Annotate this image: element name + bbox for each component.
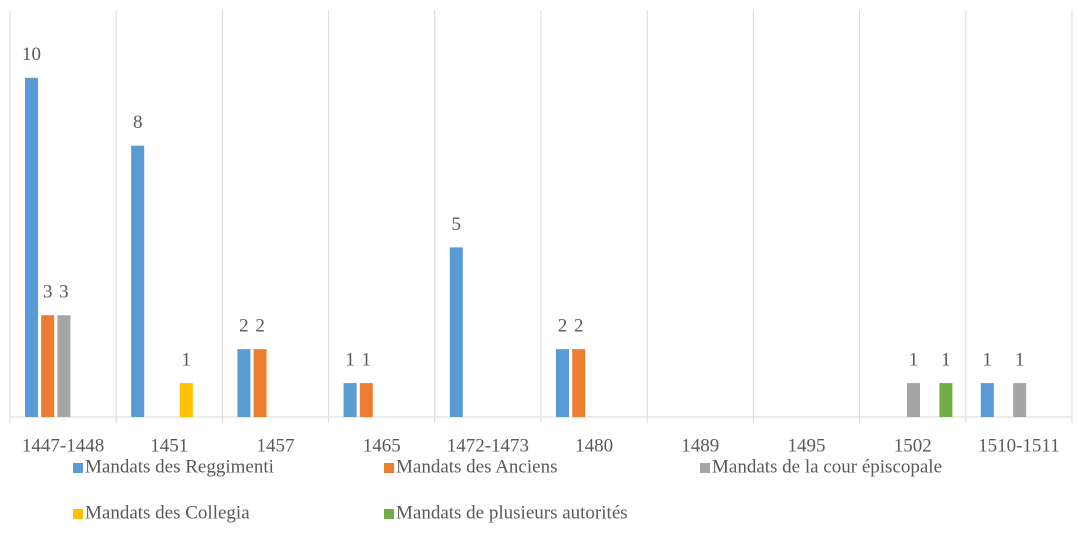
legend-label: Mandats des Reggimenti bbox=[85, 456, 274, 477]
x-tick-label: 1465 bbox=[363, 435, 401, 456]
legend-label: Mandats des Anciens bbox=[396, 456, 557, 477]
bar bbox=[179, 383, 193, 417]
bar bbox=[449, 247, 463, 417]
data-label: 3 bbox=[43, 282, 53, 303]
x-tick-label: 1510-1511 bbox=[978, 435, 1060, 456]
bar bbox=[572, 349, 586, 417]
bar bbox=[556, 349, 569, 417]
data-label: 1 bbox=[345, 349, 355, 370]
data-label: 2 bbox=[574, 316, 584, 337]
x-tick-label: 1457 bbox=[257, 435, 295, 456]
bar bbox=[907, 383, 920, 417]
x-tick-label: 1447-1448 bbox=[22, 435, 104, 456]
bar bbox=[131, 145, 145, 417]
data-label: 1 bbox=[983, 349, 993, 370]
bar bbox=[980, 383, 994, 417]
x-tick-label: 1480 bbox=[575, 435, 613, 456]
bar bbox=[41, 315, 55, 417]
legend-swatch bbox=[700, 463, 710, 473]
bar bbox=[237, 349, 251, 417]
bar bbox=[1013, 383, 1027, 417]
legend-swatch bbox=[73, 463, 83, 473]
legend-label: Mandats de la cour épiscopale bbox=[712, 456, 942, 477]
bar bbox=[939, 383, 953, 417]
x-tick-label: 1502 bbox=[894, 435, 932, 456]
data-label: 2 bbox=[239, 316, 249, 337]
x-tick-label: 1472-1473 bbox=[447, 435, 529, 456]
legend-swatch bbox=[384, 509, 394, 519]
data-label: 1 bbox=[362, 349, 372, 370]
data-label: 1 bbox=[941, 349, 951, 370]
data-label: 1 bbox=[1015, 349, 1025, 370]
bar bbox=[253, 349, 267, 417]
data-label: 10 bbox=[22, 44, 41, 65]
bar bbox=[343, 383, 357, 417]
data-label: 5 bbox=[452, 214, 462, 235]
data-label: 3 bbox=[59, 282, 69, 303]
legend-swatch bbox=[73, 509, 83, 519]
x-tick-label: 1451 bbox=[150, 435, 188, 456]
data-label: 2 bbox=[558, 316, 568, 337]
data-label: 2 bbox=[255, 316, 265, 337]
legend-label: Mandats des Collegia bbox=[85, 502, 250, 523]
x-tick-label: 1495 bbox=[788, 435, 826, 456]
data-label: 1 bbox=[182, 349, 192, 370]
bar bbox=[25, 77, 38, 417]
data-label: 1 bbox=[909, 349, 919, 370]
bar bbox=[359, 383, 373, 417]
legend-label: Mandats de plusieurs autorités bbox=[396, 502, 628, 523]
legend-swatch bbox=[384, 463, 394, 473]
x-tick-label: 1489 bbox=[681, 435, 719, 456]
data-label: 8 bbox=[133, 112, 143, 133]
bar bbox=[57, 315, 71, 417]
